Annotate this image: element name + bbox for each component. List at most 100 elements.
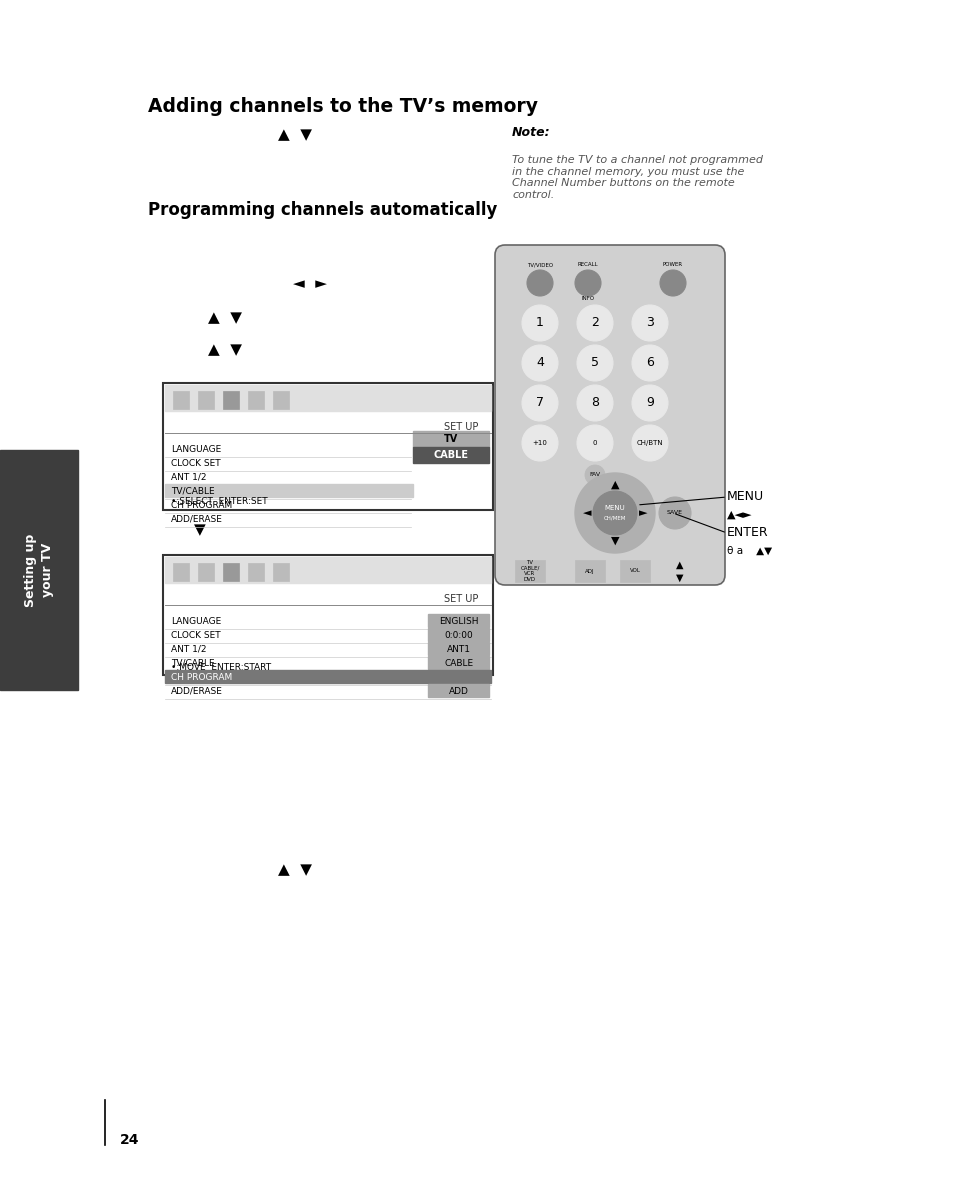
- Bar: [223, 391, 239, 409]
- Bar: [198, 563, 213, 581]
- Text: ◄  ►: ◄ ►: [293, 276, 327, 291]
- Text: Note:: Note:: [512, 126, 550, 139]
- Circle shape: [577, 345, 613, 381]
- Text: ADD: ADD: [449, 687, 469, 695]
- Bar: [172, 563, 189, 581]
- Text: LANGUAGE: LANGUAGE: [171, 617, 221, 626]
- Text: ►: ►: [639, 508, 646, 518]
- Text: ▼: ▼: [193, 523, 206, 537]
- Text: ENTER: ENTER: [726, 526, 768, 539]
- Text: TV/CABLE: TV/CABLE: [171, 487, 214, 495]
- Text: MENU: MENU: [726, 491, 763, 504]
- Circle shape: [631, 345, 667, 381]
- Text: LANGUAGE: LANGUAGE: [171, 444, 221, 454]
- Bar: [163, 555, 493, 675]
- Circle shape: [575, 270, 600, 296]
- Text: 1: 1: [536, 316, 543, 329]
- Text: ANT 1/2: ANT 1/2: [171, 645, 206, 653]
- Bar: [0, 450, 78, 690]
- Text: 5: 5: [590, 356, 598, 369]
- Text: SET UP: SET UP: [443, 422, 477, 432]
- Bar: [428, 628, 489, 642]
- Text: ADD/ERASE: ADD/ERASE: [171, 514, 223, 524]
- Circle shape: [659, 497, 690, 529]
- FancyBboxPatch shape: [495, 245, 724, 584]
- Text: RECALL: RECALL: [578, 263, 598, 267]
- Circle shape: [521, 345, 558, 381]
- Text: To tune the TV to a channel not programmed
in the channel memory, you must use t: To tune the TV to a channel not programm…: [512, 154, 762, 200]
- Text: ▲  ▼: ▲ ▼: [277, 862, 312, 878]
- Text: FAV: FAV: [589, 473, 600, 478]
- Circle shape: [577, 305, 613, 341]
- Text: 3: 3: [645, 316, 653, 329]
- Text: ENGLISH: ENGLISH: [438, 617, 478, 626]
- Text: CH/BTN: CH/BTN: [636, 440, 662, 446]
- Text: CH/MEM: CH/MEM: [603, 516, 625, 520]
- Text: Programming channels automatically: Programming channels automatically: [148, 201, 497, 219]
- Text: Adding channels to the TV’s memory: Adding channels to the TV’s memory: [148, 97, 537, 116]
- Circle shape: [659, 270, 685, 296]
- Bar: [273, 563, 289, 581]
- Text: ADD/ERASE: ADD/ERASE: [171, 687, 223, 695]
- Circle shape: [577, 385, 613, 421]
- Text: ▲: ▲: [676, 560, 683, 570]
- Text: 8: 8: [590, 397, 598, 410]
- Circle shape: [521, 305, 558, 341]
- Text: ▲: ▲: [610, 480, 618, 489]
- Text: CABLE: CABLE: [444, 658, 473, 668]
- Bar: [223, 563, 239, 581]
- Text: ◄: ◄: [582, 508, 591, 518]
- Circle shape: [584, 465, 604, 485]
- Text: Setting up
your TV: Setting up your TV: [24, 533, 54, 607]
- Text: ▲  ▼: ▲ ▼: [208, 342, 242, 358]
- Text: ▼: ▼: [610, 536, 618, 546]
- Text: TV: TV: [443, 434, 457, 444]
- Circle shape: [521, 385, 558, 421]
- Bar: [428, 684, 489, 697]
- Text: TV
CABLE/
VCR
DVD: TV CABLE/ VCR DVD: [519, 560, 539, 582]
- Text: 0:0:00: 0:0:00: [444, 631, 473, 639]
- Text: 9: 9: [645, 397, 653, 410]
- Text: ANT 1/2: ANT 1/2: [171, 473, 206, 481]
- Text: CH PROGRAM: CH PROGRAM: [171, 500, 232, 510]
- Text: ADJ: ADJ: [584, 569, 594, 574]
- Circle shape: [521, 425, 558, 461]
- Bar: [248, 563, 264, 581]
- Text: ANT1: ANT1: [447, 645, 471, 653]
- Text: SAVE: SAVE: [666, 511, 682, 516]
- Text: ▲  ▼: ▲ ▼: [277, 127, 312, 143]
- Text: 6: 6: [645, 356, 653, 369]
- Text: 7: 7: [536, 397, 543, 410]
- Bar: [413, 431, 489, 447]
- Bar: [273, 391, 289, 409]
- Bar: [413, 447, 489, 463]
- Text: TV/CABLE: TV/CABLE: [171, 658, 214, 668]
- Text: 24: 24: [120, 1133, 139, 1146]
- Bar: [163, 383, 493, 510]
- Bar: [165, 385, 491, 411]
- Text: MENU: MENU: [604, 505, 625, 511]
- Text: CLOCK SET: CLOCK SET: [171, 459, 220, 468]
- Circle shape: [593, 491, 637, 535]
- Bar: [165, 670, 491, 683]
- Bar: [248, 391, 264, 409]
- Circle shape: [526, 270, 553, 296]
- Text: •:SELECT  ENTER:SET: •:SELECT ENTER:SET: [171, 498, 268, 506]
- Bar: [198, 391, 213, 409]
- Text: 2: 2: [591, 316, 598, 329]
- Bar: [428, 614, 489, 627]
- Text: TV/VIDEO: TV/VIDEO: [526, 263, 553, 267]
- Bar: [428, 656, 489, 669]
- Text: •:MOVE  ENTER:START: •:MOVE ENTER:START: [171, 663, 271, 671]
- Bar: [575, 560, 604, 582]
- Text: CLOCK SET: CLOCK SET: [171, 631, 220, 639]
- Bar: [172, 391, 189, 409]
- Text: INFO: INFO: [580, 297, 594, 302]
- Bar: [515, 560, 544, 582]
- Circle shape: [631, 425, 667, 461]
- Circle shape: [577, 425, 613, 461]
- Text: +10: +10: [532, 440, 547, 446]
- Text: CABLE: CABLE: [433, 450, 468, 460]
- Bar: [165, 557, 491, 583]
- Bar: [165, 484, 413, 497]
